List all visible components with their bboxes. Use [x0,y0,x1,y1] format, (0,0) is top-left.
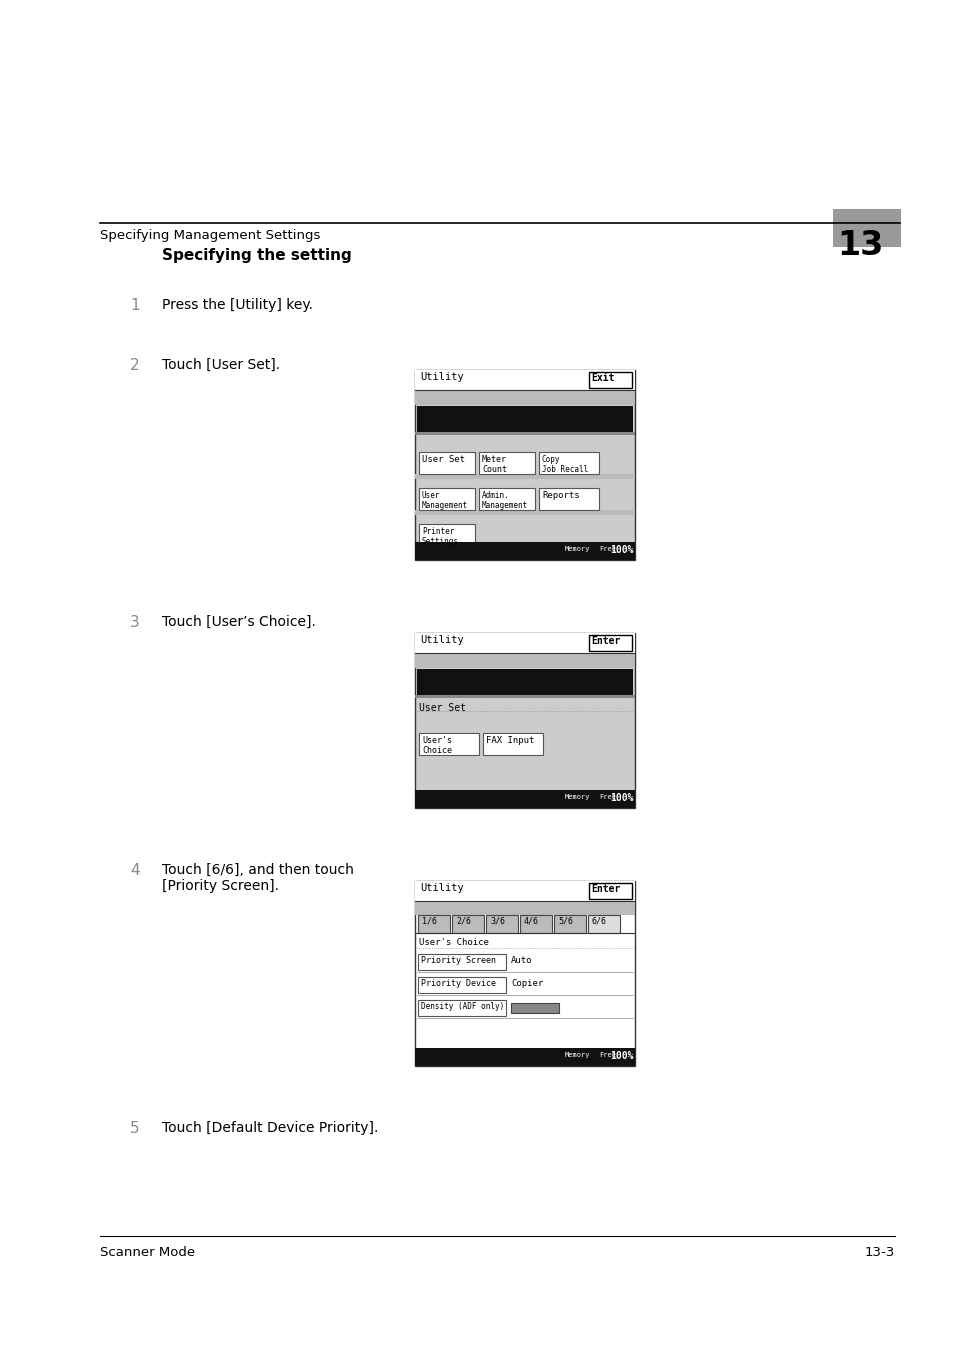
Bar [418,488,475,509]
Text: Priority Screen: Priority Screen [420,957,496,965]
Text: 6/6: 6/6 [592,917,606,925]
Bar [478,453,535,474]
Text: Touch [User’s Choice].: Touch [User’s Choice]. [162,615,315,630]
Bar [418,524,475,546]
Bar [415,634,635,808]
Bar [587,915,619,934]
Bar [418,734,478,755]
Text: 13-3: 13-3 [863,1246,894,1259]
Text: Printer
Settings: Printer Settings [421,527,458,546]
Text: Memory: Memory [564,546,590,553]
Bar [485,915,517,934]
Text: Touch [Default Device Priority].: Touch [Default Device Priority]. [162,1121,378,1135]
Text: Memory: Memory [564,794,590,800]
Bar [416,407,633,432]
Bar [478,488,535,509]
Text: 3: 3 [130,615,139,630]
Text: 3/6: 3/6 [490,917,504,925]
Bar [417,915,450,934]
Text: Enter: Enter [590,636,619,646]
Text: FAX Input: FAX Input [485,736,534,744]
Bar [417,1000,505,1016]
Text: User's Choice: User's Choice [418,938,488,947]
Bar [415,474,635,480]
Bar [554,915,585,934]
Text: 4: 4 [130,863,139,878]
Bar [415,902,635,915]
Text: Free: Free [598,546,616,553]
Bar [588,372,631,388]
Text: Enter: Enter [590,884,619,894]
Text: User's
Choice: User's Choice [421,736,452,755]
Text: Free: Free [598,1052,616,1058]
Bar [415,654,635,667]
Text: Meter
Count: Meter Count [481,455,506,474]
Text: Auto: Auto [511,957,532,965]
Text: User Set: User Set [421,455,464,463]
Text: 1: 1 [130,299,139,313]
Text: 5: 5 [130,1121,139,1136]
Bar [519,915,552,934]
Bar [415,546,635,551]
Bar [511,1002,558,1013]
Text: Utility: Utility [419,372,463,382]
Bar [417,954,505,970]
Bar [416,669,633,694]
Text: Press the [Utility] key.: Press the [Utility] key. [162,299,313,312]
Text: Utility: Utility [419,635,463,644]
Bar [415,370,635,561]
Bar [415,881,635,901]
Text: Free: Free [598,794,616,800]
Text: 100%: 100% [609,544,633,555]
Bar [417,977,505,993]
Text: Utility: Utility [419,884,463,893]
Bar [415,509,635,515]
Bar [415,790,635,808]
Text: 13: 13 [836,230,882,262]
Text: Specifying Management Settings: Specifying Management Settings [100,230,320,242]
Bar [415,634,635,653]
Text: Copy
Job Recall: Copy Job Recall [541,455,588,474]
Text: Scanner Mode: Scanner Mode [100,1246,195,1259]
Bar [588,635,631,651]
Text: Touch [6/6], and then touch
[Priority Screen].: Touch [6/6], and then touch [Priority Sc… [162,863,354,893]
Bar [538,453,598,474]
Bar [538,488,598,509]
Bar [418,453,475,474]
Text: Reports: Reports [541,490,579,500]
Text: Copier: Copier [511,979,542,988]
Text: Specifying the setting: Specifying the setting [162,249,352,263]
Bar [452,915,483,934]
Text: 2: 2 [130,358,139,373]
Text: Priority Device: Priority Device [420,979,496,988]
Bar [415,881,635,1066]
Text: Admin.
Management: Admin. Management [481,490,528,511]
Text: User Set: User Set [418,703,465,713]
Bar [588,884,631,898]
Text: 2/6: 2/6 [456,917,471,925]
Bar [415,694,635,698]
Text: Density (ADF only): Density (ADF only) [420,1002,504,1011]
Text: Memory: Memory [564,1052,590,1058]
Bar [415,432,635,435]
Bar [415,1048,635,1066]
Text: Touch [User Set].: Touch [User Set]. [162,358,280,372]
Bar [415,542,635,561]
Bar [482,734,542,755]
Text: 5/6: 5/6 [558,917,573,925]
Text: 100%: 100% [609,793,633,802]
Bar [415,370,635,390]
Text: Exit: Exit [590,373,614,382]
Text: 4/6: 4/6 [523,917,538,925]
Text: 1/6: 1/6 [421,917,436,925]
Bar [415,390,635,405]
Text: User
Management: User Management [421,490,468,511]
Bar [832,209,900,247]
Text: 100%: 100% [609,1051,633,1061]
